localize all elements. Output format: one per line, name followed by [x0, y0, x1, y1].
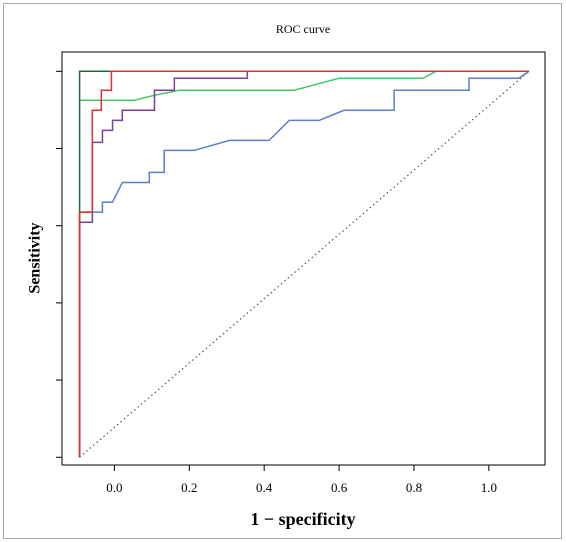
roc-curve — [78, 70, 529, 458]
x-tick-label: 1.0 — [481, 480, 497, 495]
x-tick-label: 0.4 — [256, 480, 273, 495]
x-tick-label: 0.0 — [106, 480, 122, 495]
roc-curve — [79, 70, 529, 101]
x-axis-label: 1 − specificity — [250, 509, 355, 529]
x-tick-label: 0.6 — [331, 480, 348, 495]
roc-curve — [78, 70, 530, 458]
y-axis-label: Sensitivity — [27, 222, 44, 293]
roc-curve — [79, 70, 530, 458]
outer-border — [3, 3, 562, 539]
roc-curve — [78, 70, 529, 458]
chart-title: ROC curve — [276, 22, 330, 36]
x-tick-label: 0.8 — [406, 480, 422, 495]
x-tick-label: 0.2 — [181, 480, 197, 495]
plot-frame — [61, 51, 546, 466]
roc-curve — [78, 70, 529, 458]
